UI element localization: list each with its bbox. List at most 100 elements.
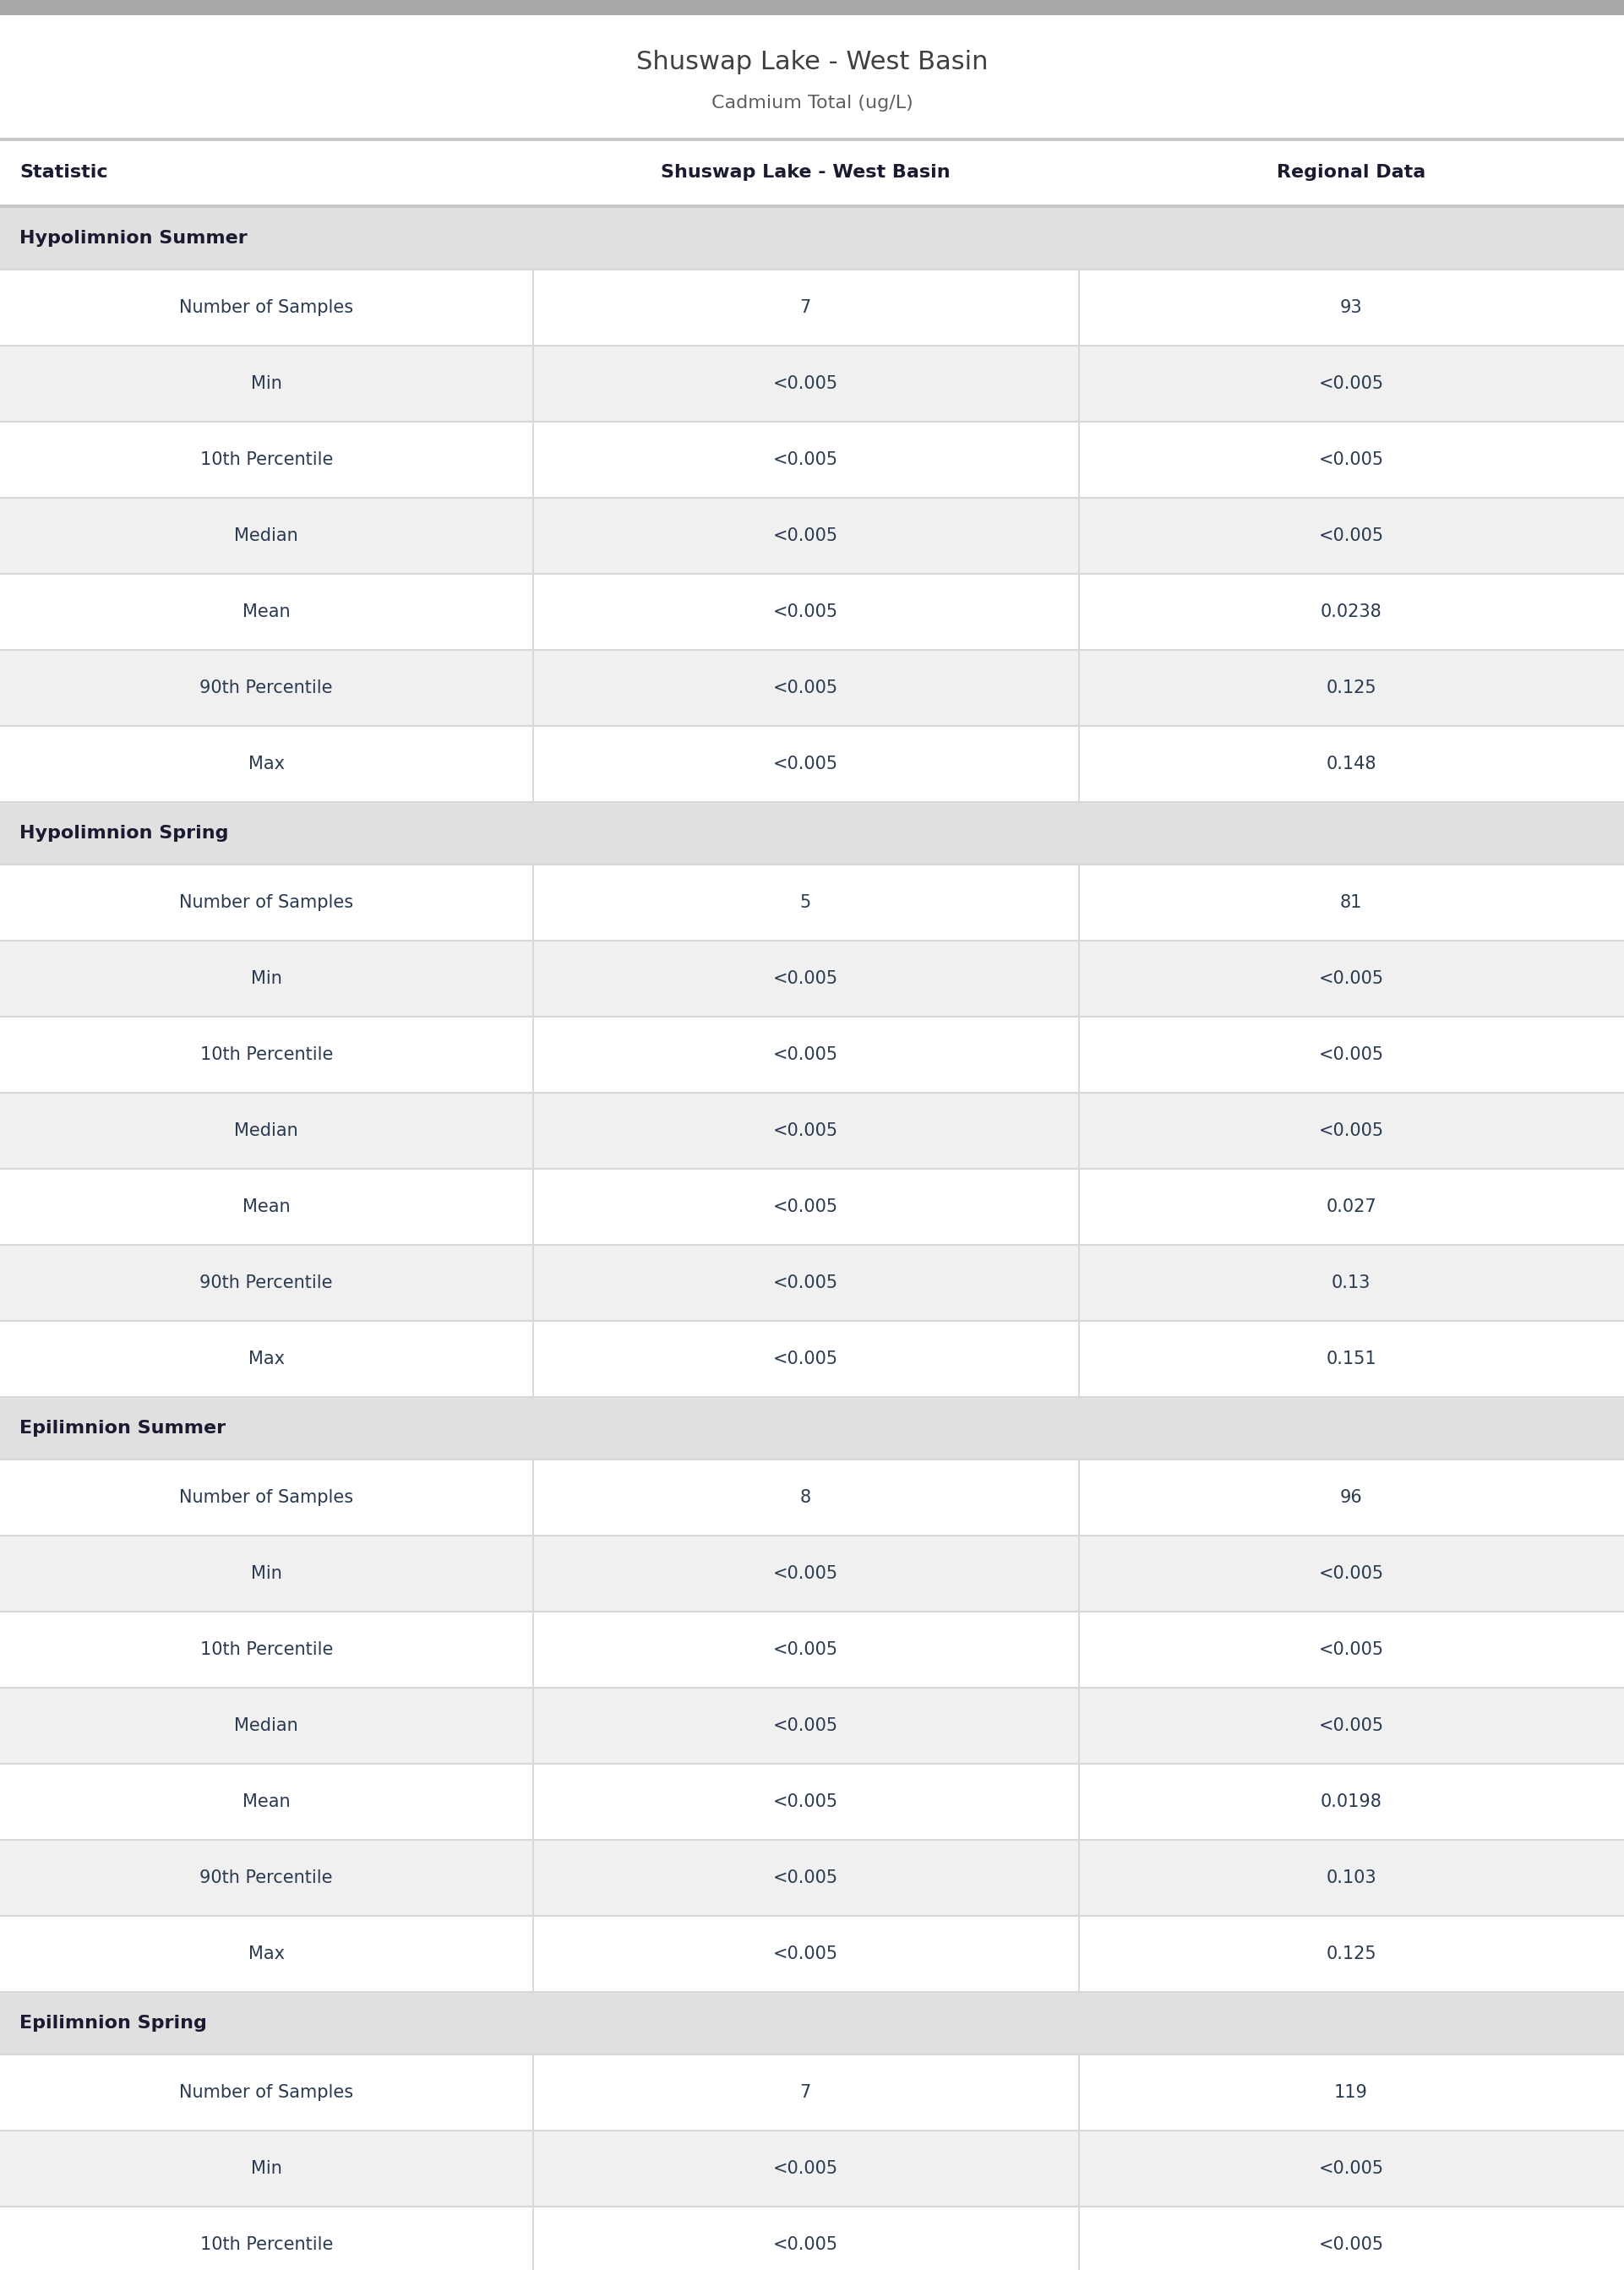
Bar [0,1537,1624,1612]
Text: Mean: Mean [242,1199,291,1214]
Text: 0.125: 0.125 [1325,1945,1377,1961]
Text: <0.005: <0.005 [773,679,838,697]
Text: Median: Median [234,1121,299,1140]
Text: 119: 119 [1335,2084,1367,2102]
Text: Number of Samples: Number of Samples [179,1489,354,1505]
Bar [0,138,1624,141]
Text: Min: Min [250,1566,283,1582]
Bar [1078,1246,1080,1321]
Text: <0.005: <0.005 [773,1566,838,1582]
Bar [1078,270,1080,345]
Text: 0.0238: 0.0238 [1320,604,1382,620]
Bar [533,2132,534,2206]
Bar [533,1612,534,1687]
Bar [0,1916,1624,1991]
Bar [0,141,1624,204]
Bar [1078,347,1080,420]
Bar [0,1246,1624,1321]
Bar [1078,1764,1080,1839]
Bar [0,1017,1624,1092]
Text: <0.005: <0.005 [773,1121,838,1140]
Bar [0,574,1624,649]
Text: <0.005: <0.005 [773,2161,838,2177]
Text: Cadmium Total (ug/L): Cadmium Total (ug/L) [711,95,913,111]
Text: <0.005: <0.005 [773,756,838,772]
Bar [1078,726,1080,801]
Bar [533,942,534,1017]
Bar [0,0,1624,16]
Text: Number of Samples: Number of Samples [179,894,354,910]
Text: <0.005: <0.005 [773,1793,838,1809]
Bar [1078,1537,1080,1612]
Bar [0,1321,1624,1396]
Text: 0.027: 0.027 [1325,1199,1377,1214]
Bar [533,422,534,497]
Text: 10th Percentile: 10th Percentile [200,2236,333,2254]
Text: Median: Median [234,1718,299,1734]
Bar [1078,1169,1080,1244]
Bar [0,204,1624,209]
Bar [0,422,1624,497]
Bar [1078,942,1080,1017]
Text: <0.005: <0.005 [773,1273,838,1292]
Text: <0.005: <0.005 [773,969,838,987]
Bar [533,1537,534,1612]
Bar [533,270,534,345]
Bar [533,2054,534,2129]
Text: <0.005: <0.005 [1319,969,1384,987]
Text: Shuswap Lake - West Basin: Shuswap Lake - West Basin [661,163,950,182]
Bar [533,1916,534,1991]
Bar [533,1460,534,1535]
Text: <0.005: <0.005 [773,452,838,468]
Bar [533,499,534,572]
Bar [533,1841,534,1916]
Text: <0.005: <0.005 [773,527,838,545]
Text: 10th Percentile: 10th Percentile [200,1641,333,1657]
Bar [1078,422,1080,497]
Text: <0.005: <0.005 [1319,375,1384,393]
Text: <0.005: <0.005 [1319,527,1384,545]
Text: 5: 5 [801,894,810,910]
Bar [533,865,534,940]
Bar [0,865,1624,940]
Text: Median: Median [234,527,299,545]
Text: Hypolimnion Summer: Hypolimnion Summer [19,229,247,247]
Text: 0.125: 0.125 [1325,679,1377,697]
Text: Epilimnion Summer: Epilimnion Summer [19,1419,226,1437]
Text: 7: 7 [801,2084,810,2102]
Bar [533,1017,534,1092]
Bar [1078,2054,1080,2129]
Text: Statistic: Statistic [19,163,107,182]
Bar [0,16,1624,138]
Bar [1078,1612,1080,1687]
Bar [533,651,534,724]
Bar [533,574,534,649]
Text: 7: 7 [801,300,810,316]
Text: <0.005: <0.005 [1319,1641,1384,1657]
Bar [0,726,1624,801]
Bar [533,1689,534,1764]
Bar [1078,1017,1080,1092]
Bar [533,347,534,420]
Bar [0,2054,1624,2129]
Text: 96: 96 [1340,1489,1363,1505]
Bar [1078,1841,1080,1916]
Bar [0,499,1624,572]
Text: Hypolimnion Spring: Hypolimnion Spring [19,824,229,842]
Bar [533,1321,534,1396]
Text: <0.005: <0.005 [773,1046,838,1062]
Bar [1078,651,1080,724]
Text: 0.103: 0.103 [1325,1870,1377,1886]
Text: <0.005: <0.005 [773,1718,838,1734]
Text: 90th Percentile: 90th Percentile [200,1273,333,1292]
Text: 10th Percentile: 10th Percentile [200,452,333,468]
Text: 0.151: 0.151 [1325,1351,1377,1367]
Bar [1078,499,1080,572]
Text: Number of Samples: Number of Samples [179,2084,354,2102]
Bar [533,726,534,801]
Text: 0.13: 0.13 [1332,1273,1371,1292]
Bar [1078,2206,1080,2270]
Bar [0,1841,1624,1916]
Text: 8: 8 [801,1489,810,1505]
Text: Min: Min [250,2161,283,2177]
